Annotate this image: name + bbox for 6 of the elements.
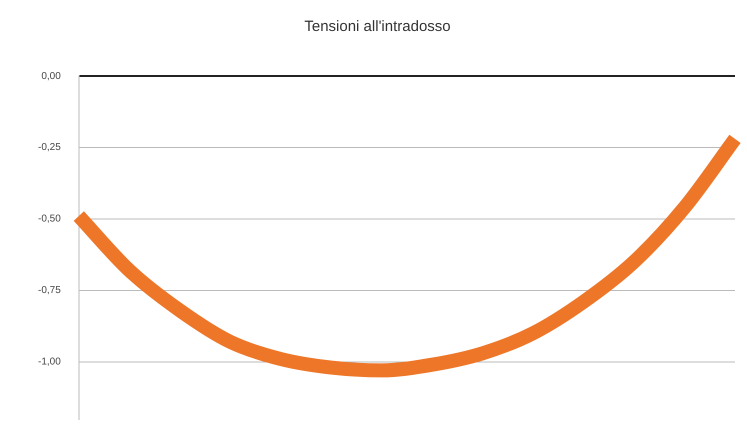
y-tick-label: -0,75 [38, 285, 62, 296]
y-tick-label: -0,50 [38, 214, 62, 225]
y-tick-label: -1,00 [38, 356, 62, 368]
y-tick-label: 0,00 [41, 70, 62, 82]
y-tick-label: -0,25 [38, 142, 62, 154]
chart-title: Tensioni all'intradosso [304, 18, 451, 36]
